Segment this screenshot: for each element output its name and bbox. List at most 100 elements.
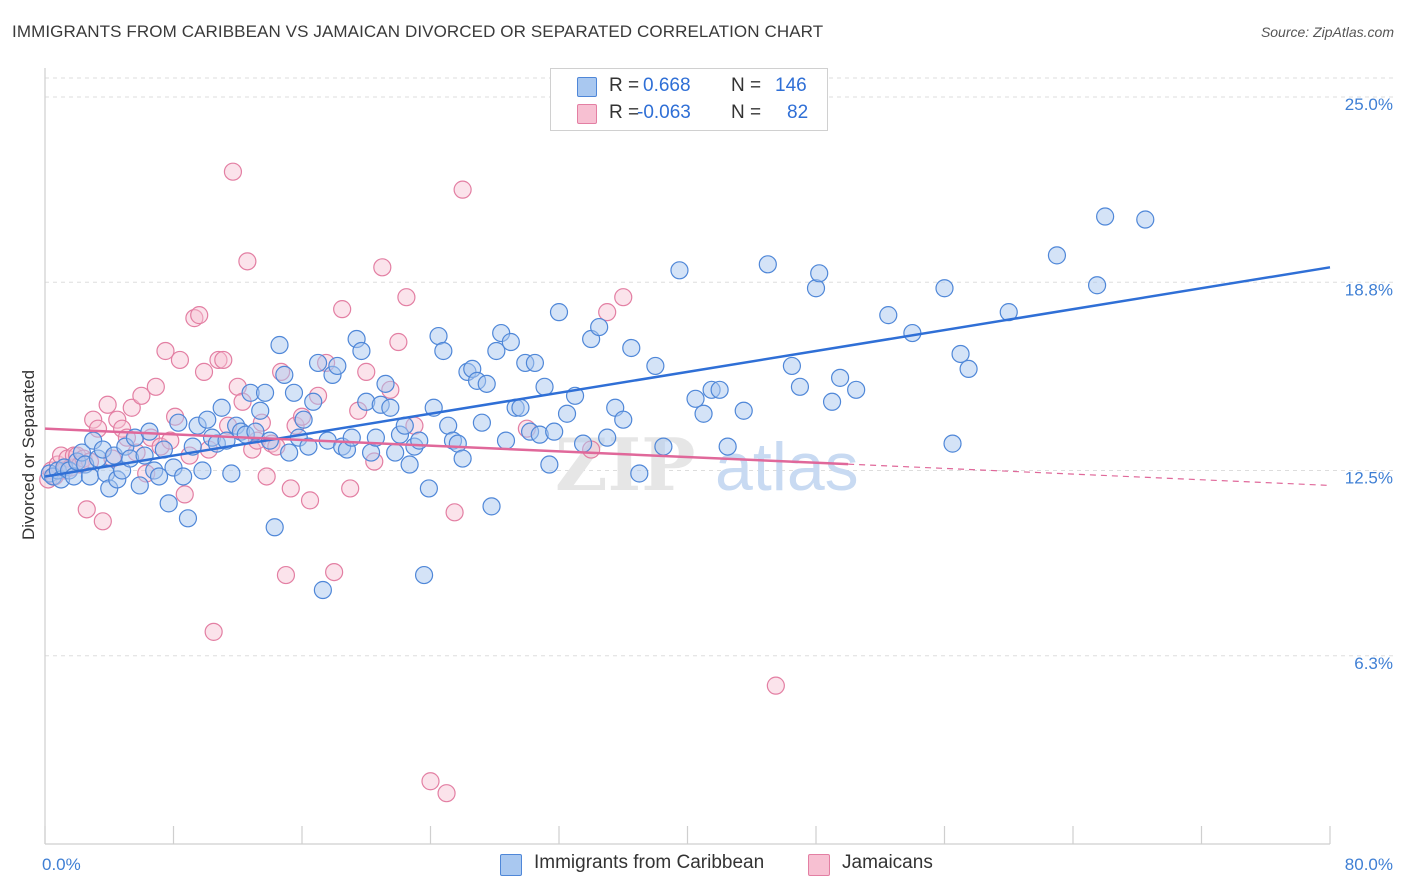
caribbean-point xyxy=(806,279,826,298)
caribbean-point xyxy=(304,392,323,411)
caribbean-point xyxy=(434,341,453,361)
caribbean-point xyxy=(130,476,149,495)
legend-n-label: N = xyxy=(731,102,762,123)
caribbean-point xyxy=(275,365,294,384)
caribbean-point xyxy=(294,410,313,429)
caribbean-point xyxy=(830,368,850,387)
axes xyxy=(44,68,1331,845)
caribbean-point xyxy=(265,518,284,537)
caribbean-point xyxy=(178,509,198,528)
caribbean-point xyxy=(414,565,434,585)
x-tick-label-max: 80.0% xyxy=(1345,855,1393,874)
caribbean-point xyxy=(328,356,347,376)
y-tick-label: 6.3% xyxy=(1354,654,1393,673)
caribbean-point xyxy=(718,437,737,456)
jamaicans-trend-line xyxy=(44,427,849,466)
legend-swatch-pink xyxy=(577,104,597,124)
caribbean-point xyxy=(284,383,304,402)
caribbean-point xyxy=(400,455,419,474)
jamaicans-trend-line-dashed xyxy=(848,463,1331,487)
caribbean-point xyxy=(222,464,241,483)
caribbean-point xyxy=(270,335,289,355)
caribbean-point xyxy=(557,404,577,423)
caribbean-point xyxy=(847,380,866,399)
jamaicans-point xyxy=(598,303,617,322)
caribbean-point xyxy=(419,479,438,498)
caribbean-point xyxy=(299,437,318,456)
caribbean-point xyxy=(511,398,530,417)
caribbean-point xyxy=(376,374,395,393)
caribbean-point xyxy=(159,494,178,513)
jamaicans-point xyxy=(98,395,117,414)
jamaicans-point xyxy=(214,350,233,370)
jamaicans-point xyxy=(204,622,223,641)
jamaicans-point xyxy=(238,252,257,271)
jamaicans-point xyxy=(300,491,320,510)
bottom-legend-swatch-blue xyxy=(500,854,522,876)
legend-r-label: R = xyxy=(609,102,640,123)
jamaicans-point xyxy=(389,332,408,352)
jamaicans-point xyxy=(357,362,376,381)
source-label: Source: ZipAtlas.com xyxy=(1260,24,1394,40)
caribbean-point xyxy=(670,261,689,280)
caribbean-point xyxy=(496,431,516,450)
jamaicans-point xyxy=(175,485,194,504)
caribbean-point xyxy=(879,306,898,325)
jamaicans-point xyxy=(445,503,464,522)
y-tick-label: 12.5% xyxy=(1345,469,1393,488)
jamaicans-point xyxy=(341,479,360,498)
caribbean-point xyxy=(622,338,641,358)
caribbean-point xyxy=(573,434,593,453)
caribbean-point xyxy=(710,380,729,399)
correlation-legend: R = 0.668 N = 146 R = -0.063 N = 82 xyxy=(550,68,828,131)
caribbean-point xyxy=(734,401,753,420)
caribbean-point xyxy=(255,383,275,402)
caribbean-point xyxy=(246,422,265,441)
jamaicans-point xyxy=(421,772,440,791)
jamaicans-point xyxy=(93,512,112,531)
caribbean-point xyxy=(951,344,970,364)
watermark-atlas: atlas xyxy=(715,429,859,505)
caribbean-point xyxy=(646,356,665,376)
jamaicans-point xyxy=(453,180,472,199)
legend-n-value: 146 xyxy=(775,75,807,96)
caribbean-point xyxy=(694,404,713,423)
jamaicans-point xyxy=(333,300,352,319)
bottom-legend-label: Jamaicans xyxy=(842,852,933,873)
caribbean-point xyxy=(477,374,496,393)
jamaicans-point xyxy=(156,341,175,361)
caribbean-point xyxy=(212,398,231,417)
jamaicans-point xyxy=(766,676,785,695)
x-tick-label-min: 0.0% xyxy=(42,855,81,874)
caribbean-point xyxy=(251,401,270,420)
jamaicans-point xyxy=(77,500,96,519)
caribbean-point xyxy=(1096,207,1115,226)
caribbean-point xyxy=(903,323,922,343)
jamaicans-point xyxy=(108,410,127,429)
caribbean-point xyxy=(545,422,564,441)
y-tick-label: 25.0% xyxy=(1345,95,1393,114)
caribbean-point xyxy=(790,377,810,396)
jamaicans-point xyxy=(257,467,276,486)
caribbean-point xyxy=(822,392,842,411)
caribbean-point xyxy=(352,341,371,361)
caribbean-point xyxy=(758,255,777,274)
tick-labels: 6.3% 12.5% 18.8% 25.0% 0.0% 80.0% xyxy=(42,95,1393,874)
caribbean-trend-line xyxy=(44,266,1331,478)
jamaicans-point xyxy=(84,410,103,429)
watermark-zip: ZIP xyxy=(555,422,695,507)
caribbean-points xyxy=(40,207,1155,600)
legend-n-label: N = xyxy=(731,75,762,96)
caribbean-point xyxy=(525,353,545,373)
jamaicans-point xyxy=(276,565,296,585)
jamaicans-point xyxy=(373,258,392,277)
jamaicans-point xyxy=(223,162,243,181)
jamaicans-point xyxy=(209,350,228,370)
jamaicans-point xyxy=(190,306,209,325)
legend-r-label: R = xyxy=(609,75,640,96)
caribbean-point xyxy=(535,377,554,396)
caribbean-point xyxy=(1047,246,1067,265)
caribbean-point xyxy=(140,422,159,441)
caribbean-point xyxy=(313,580,332,600)
caribbean-point xyxy=(1087,276,1107,295)
